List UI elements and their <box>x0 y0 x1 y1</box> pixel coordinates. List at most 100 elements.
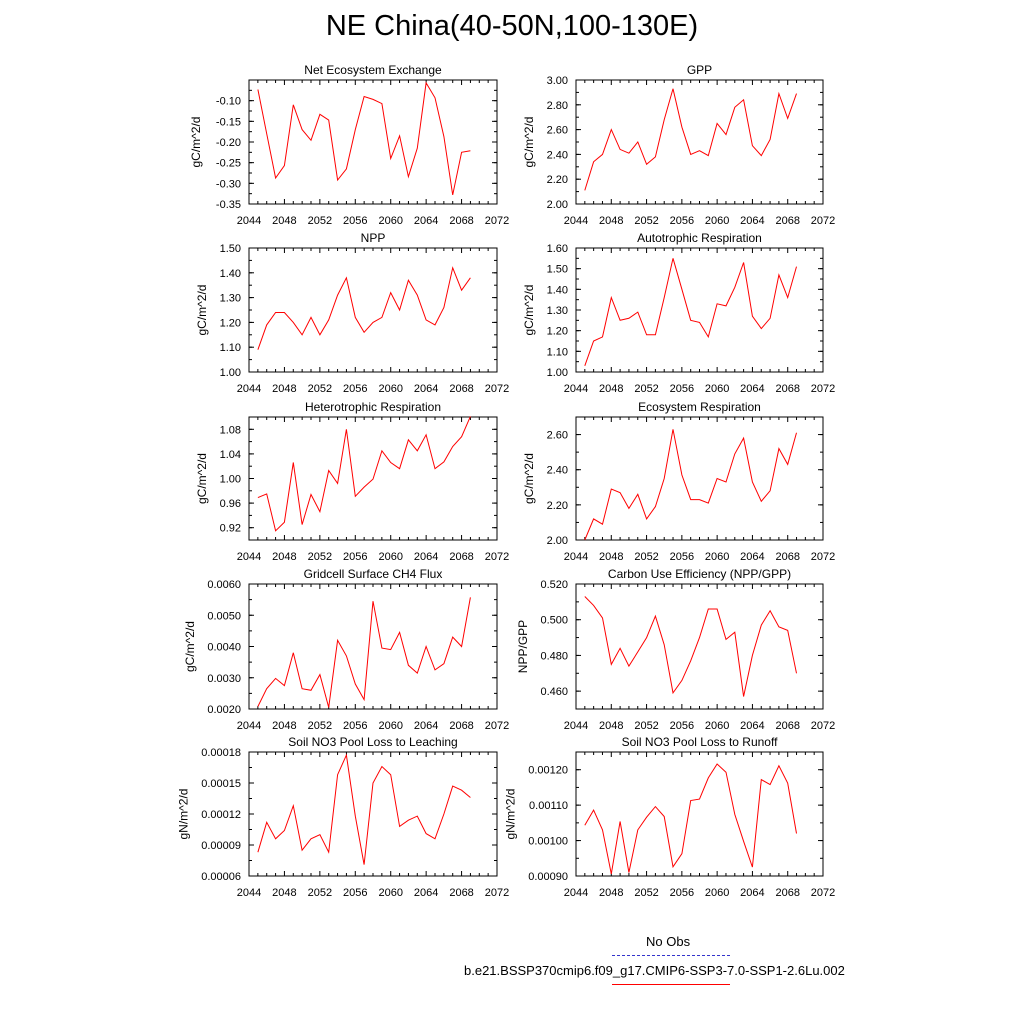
y-tick-label: 1.08 <box>220 424 241 436</box>
x-tick-label: 2072 <box>811 383 835 395</box>
x-tick-label: 2064 <box>414 720 438 732</box>
y-axis-label: gC/m^2/d <box>189 117 203 168</box>
x-tick-label: 2048 <box>599 215 623 227</box>
x-tick-label: 2056 <box>343 383 367 395</box>
x-tick-label: 2052 <box>308 215 332 227</box>
x-tick-label: 2068 <box>775 215 799 227</box>
y-tick-label: 1.40 <box>547 284 568 296</box>
y-axis-label: gN/m^2/d <box>177 789 191 840</box>
y-tick-label: 1.00 <box>220 367 241 379</box>
y-tick-label: -0.25 <box>216 158 241 170</box>
x-tick-label: 2048 <box>599 383 623 395</box>
y-tick-label: 2.20 <box>547 500 568 512</box>
y-tick-label: 2.80 <box>547 100 568 112</box>
series-line <box>584 763 797 874</box>
plot-frame <box>575 583 824 710</box>
x-tick-label: 2052 <box>308 383 332 395</box>
x-tick-label: 2056 <box>670 383 694 395</box>
y-tick-label: 2.40 <box>547 149 568 161</box>
x-tick-label: 2064 <box>740 720 764 732</box>
x-tick-label: 2052 <box>634 887 658 899</box>
series-line <box>257 416 471 532</box>
x-tick-label: 2072 <box>485 215 509 227</box>
series-line <box>584 429 797 541</box>
y-tick-label: 1.50 <box>547 264 568 276</box>
x-tick-label: 2064 <box>414 551 438 563</box>
x-tick-label: 2072 <box>811 720 835 732</box>
x-tick-label: 2052 <box>634 551 658 563</box>
x-tick-label: 2048 <box>272 383 296 395</box>
x-tick-label: 2044 <box>564 720 588 732</box>
x-tick-label: 2068 <box>775 383 799 395</box>
x-tick-label: 2056 <box>670 720 694 732</box>
x-tick-label: 2044 <box>564 551 588 563</box>
legend-line-model-run <box>612 984 730 985</box>
y-tick-label: 1.00 <box>220 474 241 486</box>
plot-frame <box>575 79 824 205</box>
legend-label-no-obs: No Obs <box>646 934 691 949</box>
series-line <box>257 266 471 350</box>
x-tick-label: 2044 <box>564 383 588 395</box>
y-tick-label: 2.00 <box>547 199 568 211</box>
y-axis-label: gC/m^2/d <box>522 285 536 336</box>
x-tick-label: 2044 <box>237 215 261 227</box>
x-tick-label: 2064 <box>740 383 764 395</box>
x-tick-label: 2060 <box>705 383 729 395</box>
x-tick-label: 2068 <box>449 551 473 563</box>
x-tick-label: 2048 <box>272 551 296 563</box>
panel-title: Ecosystem Respiration <box>638 400 761 414</box>
x-tick-label: 2060 <box>378 720 402 732</box>
series-line <box>257 81 471 196</box>
panel-title: Autotrophic Respiration <box>637 231 762 245</box>
x-tick-label: 2064 <box>740 551 764 563</box>
x-tick-label: 2060 <box>705 887 729 899</box>
plot-frame <box>248 79 498 205</box>
x-tick-label: 2044 <box>237 551 261 563</box>
y-tick-label: 1.30 <box>220 293 241 305</box>
x-tick-label: 2056 <box>670 551 694 563</box>
y-tick-label: 0.00090 <box>528 871 568 883</box>
x-tick-label: 2064 <box>740 215 764 227</box>
x-tick-label: 2048 <box>599 720 623 732</box>
panel-title: Soil NO3 Pool Loss to Leaching <box>288 735 457 749</box>
x-tick-label: 2064 <box>414 887 438 899</box>
y-tick-label: 0.00120 <box>528 765 568 777</box>
y-tick-label: 0.00100 <box>528 836 568 848</box>
x-tick-label: 2048 <box>599 551 623 563</box>
y-axis-label: gC/m^2/d <box>183 621 197 672</box>
y-tick-label: 3.00 <box>547 75 568 87</box>
x-tick-label: 2068 <box>775 720 799 732</box>
y-axis-label: NPP/GPP <box>516 620 530 673</box>
y-tick-label: 2.00 <box>547 535 568 547</box>
x-tick-label: 2056 <box>670 215 694 227</box>
x-tick-label: 2048 <box>599 887 623 899</box>
x-tick-label: 2060 <box>705 215 729 227</box>
y-tick-label: 0.500 <box>540 615 568 627</box>
x-tick-label: 2068 <box>449 215 473 227</box>
x-tick-label: 2072 <box>485 383 509 395</box>
y-tick-label: -0.20 <box>216 137 241 149</box>
panel-title: NPP <box>361 231 386 245</box>
x-tick-label: 2068 <box>775 887 799 899</box>
x-tick-label: 2044 <box>564 887 588 899</box>
y-tick-label: 1.10 <box>220 342 241 354</box>
y-tick-label: 1.00 <box>547 367 568 379</box>
y-tick-label: 0.0040 <box>207 642 241 654</box>
y-tick-label: 0.92 <box>220 523 241 535</box>
x-tick-label: 2068 <box>449 720 473 732</box>
panel-title: Heterotrophic Respiration <box>305 400 441 414</box>
x-tick-label: 2056 <box>343 215 367 227</box>
y-tick-label: -0.35 <box>216 199 241 211</box>
panel-title: Carbon Use Efficiency (NPP/GPP) <box>608 567 791 581</box>
x-tick-label: 2060 <box>378 215 402 227</box>
y-tick-label: -0.15 <box>216 116 241 128</box>
x-tick-label: 2072 <box>811 887 835 899</box>
y-tick-label: 1.10 <box>547 346 568 358</box>
plot-frame <box>575 751 824 877</box>
x-tick-label: 2072 <box>485 887 509 899</box>
panel-title: Net Ecosystem Exchange <box>304 63 442 77</box>
x-tick-label: 2044 <box>237 887 261 899</box>
x-tick-label: 2052 <box>308 551 332 563</box>
y-tick-label: 1.20 <box>547 326 568 338</box>
y-tick-label: 0.520 <box>540 579 568 591</box>
